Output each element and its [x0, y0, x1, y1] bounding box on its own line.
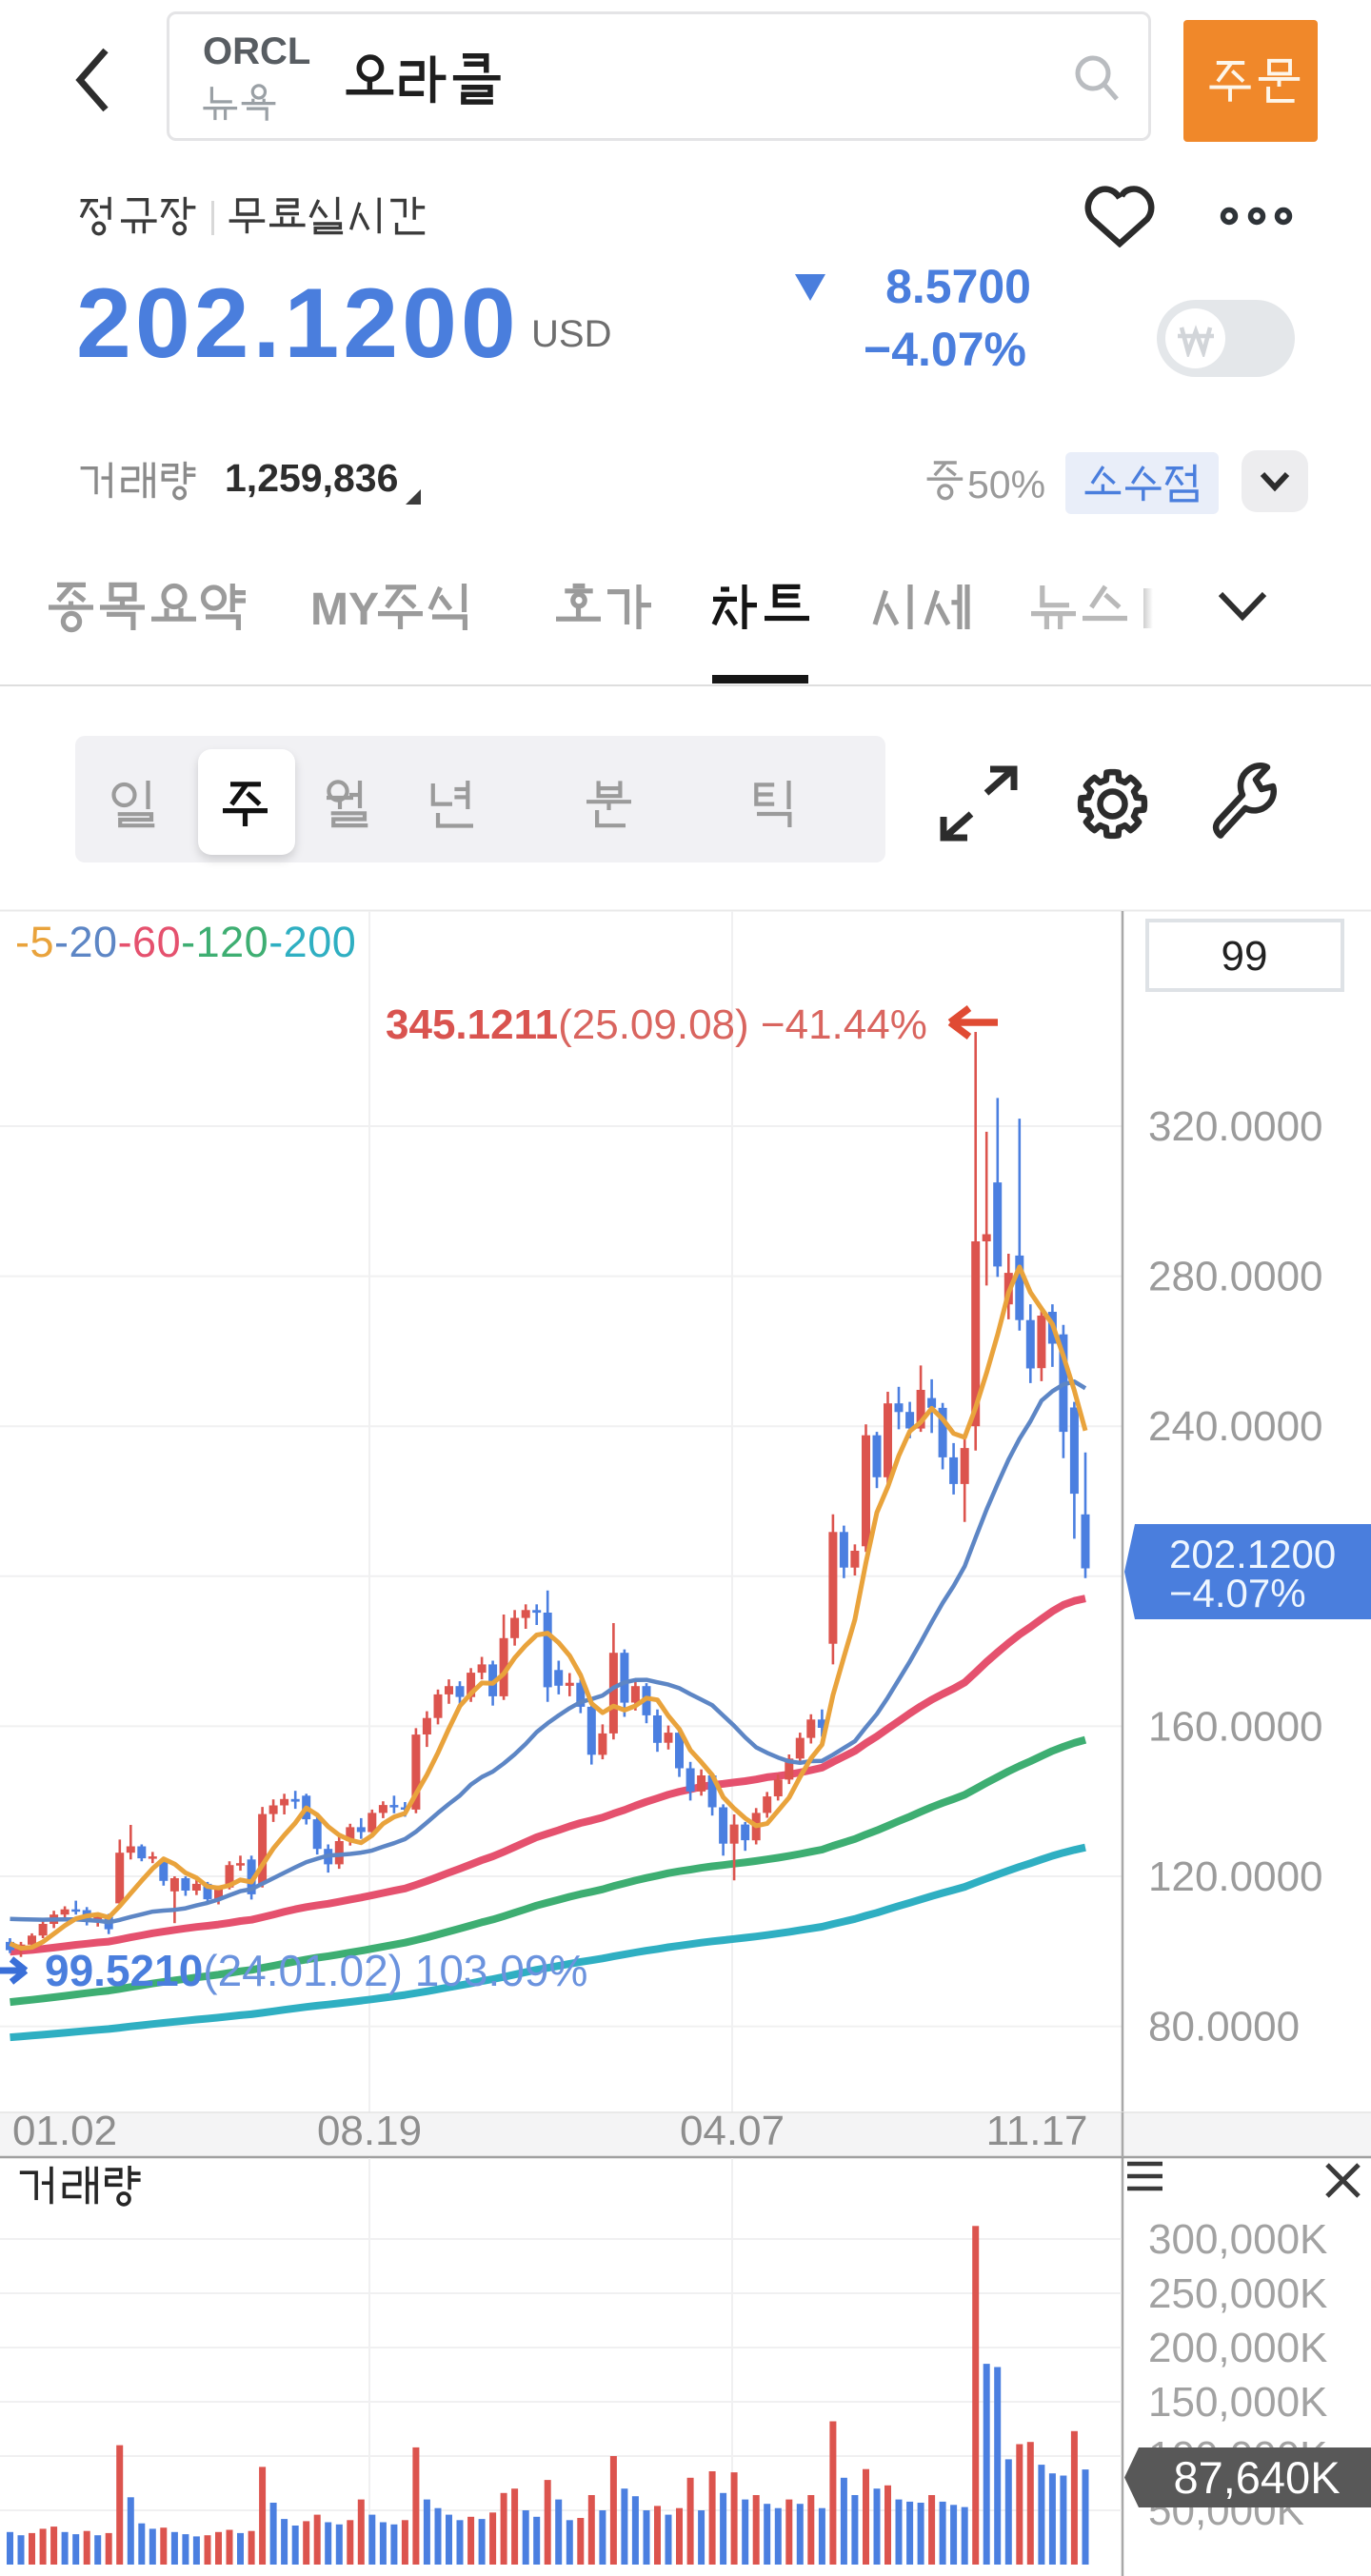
svg-text:202.1200: 202.1200	[1169, 1532, 1336, 1576]
svg-text:99.5210(24.01.02) 103.09%: 99.5210(24.01.02) 103.09%	[45, 1946, 587, 1995]
svg-text:320.0000: 320.0000	[1148, 1103, 1323, 1150]
svg-text:80.0000: 80.0000	[1148, 2004, 1300, 2051]
svg-text:01.02: 01.02	[12, 2108, 117, 2154]
svg-text:300,000K: 300,000K	[1148, 2216, 1327, 2263]
svg-text:345.1211(25.09.08) −41.44%: 345.1211(25.09.08) −41.44%	[386, 1001, 927, 1048]
svg-text:08.19: 08.19	[317, 2108, 422, 2154]
svg-text:-5-20-60-120-200: -5-20-60-120-200	[15, 918, 356, 966]
svg-text:99: 99	[1222, 933, 1268, 980]
svg-text:250,000K: 250,000K	[1148, 2270, 1327, 2317]
svg-text:120.0000: 120.0000	[1148, 1853, 1323, 1900]
svg-text:87,640K: 87,640K	[1173, 2452, 1340, 2503]
svg-text:200,000K: 200,000K	[1148, 2325, 1327, 2371]
svg-text:11.17: 11.17	[986, 2108, 1088, 2154]
svg-text:−4.07%: −4.07%	[1169, 1571, 1306, 1615]
svg-text:04.07: 04.07	[680, 2108, 785, 2154]
svg-text:280.0000: 280.0000	[1148, 1254, 1323, 1300]
svg-text:150,000K: 150,000K	[1148, 2379, 1327, 2426]
svg-text:160.0000: 160.0000	[1148, 1703, 1323, 1750]
svg-text:240.0000: 240.0000	[1148, 1403, 1323, 1450]
